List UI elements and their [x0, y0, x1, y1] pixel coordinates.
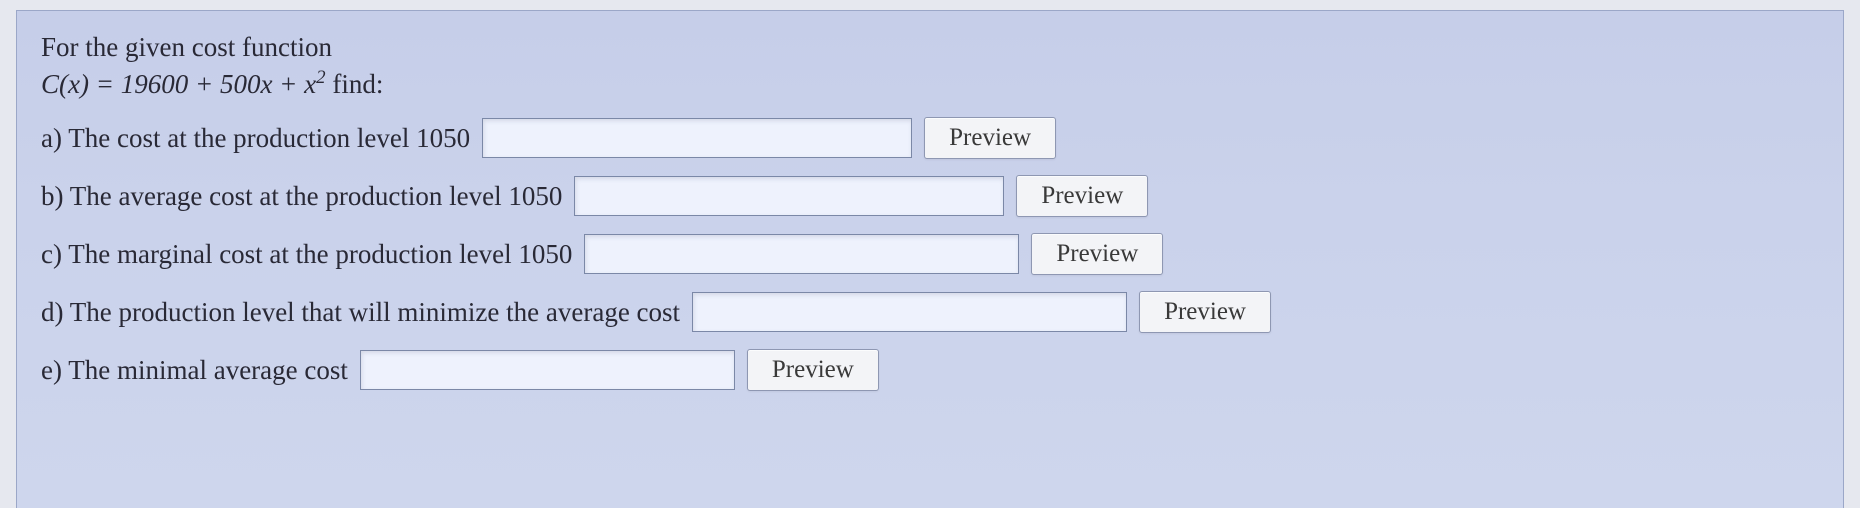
row-d: d) The production level that will minimi…: [41, 291, 1819, 333]
input-c[interactable]: [584, 234, 1019, 274]
preview-button-c[interactable]: Preview: [1031, 233, 1163, 275]
intro-line1: For the given cost function: [41, 29, 1819, 65]
row-e: e) The minimal average cost Preview: [41, 349, 1819, 391]
input-a[interactable]: [482, 118, 912, 158]
eq-lhs: C(x): [41, 69, 89, 99]
eq-rhs: 19600 + 500x + x: [121, 69, 316, 99]
intro-equation: C(x) = 19600 + 500x + x2 find:: [41, 65, 1819, 102]
label-a: a) The cost at the production level 1050: [41, 120, 470, 156]
label-d: d) The production level that will minimi…: [41, 294, 680, 330]
preview-button-b[interactable]: Preview: [1016, 175, 1148, 217]
row-c: c) The marginal cost at the production l…: [41, 233, 1819, 275]
input-d[interactable]: [692, 292, 1127, 332]
row-a: a) The cost at the production level 1050…: [41, 117, 1819, 159]
input-e[interactable]: [360, 350, 735, 390]
label-c: c) The marginal cost at the production l…: [41, 236, 572, 272]
label-e: e) The minimal average cost: [41, 352, 348, 388]
page-outer: For the given cost function C(x) = 19600…: [0, 0, 1860, 508]
preview-button-a[interactable]: Preview: [924, 117, 1056, 159]
eq-exp: 2: [316, 67, 325, 88]
preview-button-e[interactable]: Preview: [747, 349, 879, 391]
question-intro: For the given cost function C(x) = 19600…: [41, 29, 1819, 103]
row-b: b) The average cost at the production le…: [41, 175, 1819, 217]
input-b[interactable]: [574, 176, 1004, 216]
label-b: b) The average cost at the production le…: [41, 178, 562, 214]
preview-button-d[interactable]: Preview: [1139, 291, 1271, 333]
question-panel: For the given cost function C(x) = 19600…: [16, 10, 1844, 508]
eq-equals: =: [89, 69, 121, 99]
eq-trailing: find:: [326, 69, 384, 99]
